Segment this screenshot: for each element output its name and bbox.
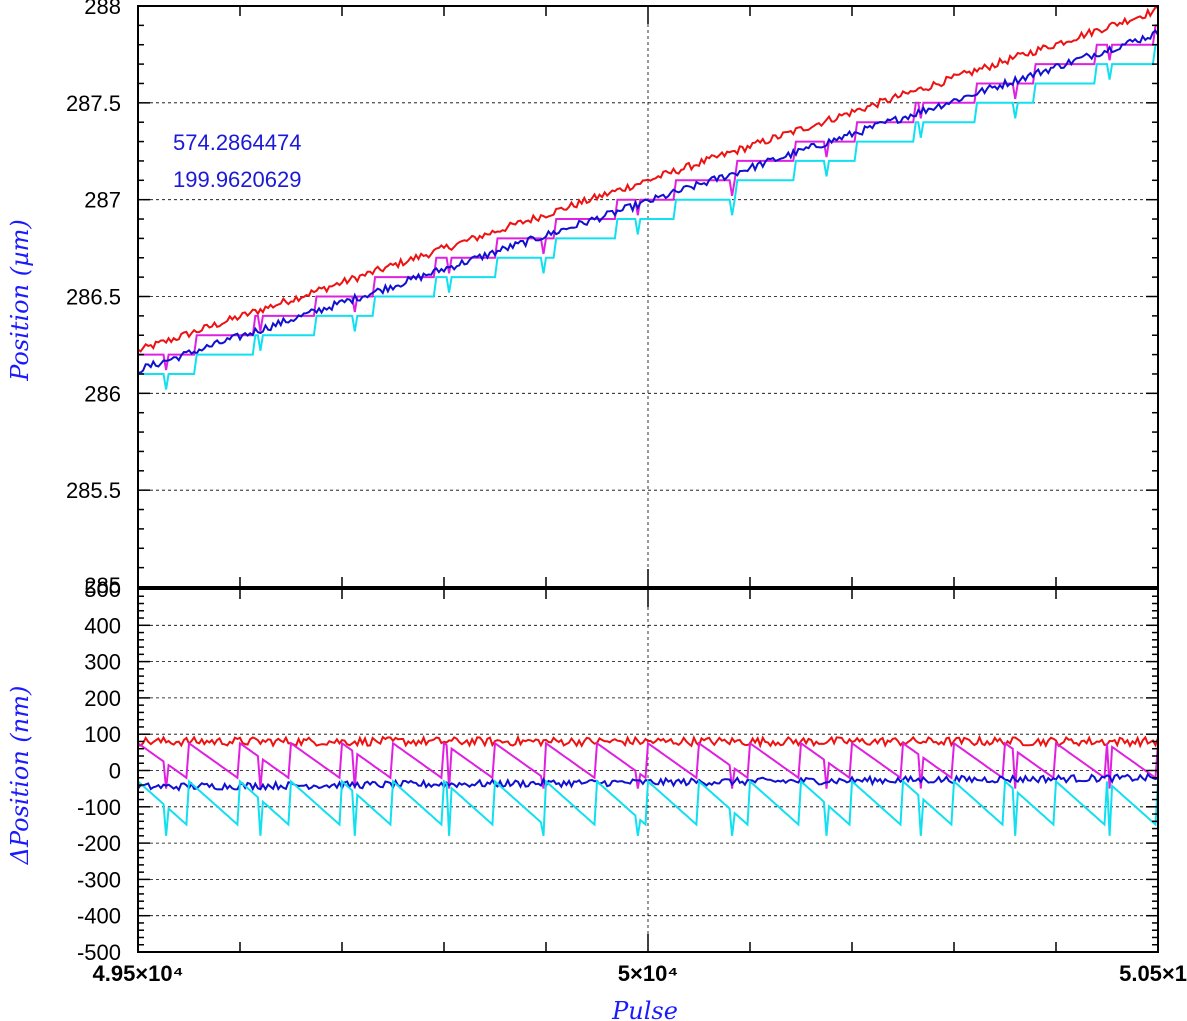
bottom-series-red: [137, 734, 1159, 749]
annotation-2: 199.9620629: [173, 167, 301, 192]
bottom-ytick-label: -400: [77, 904, 121, 929]
top-series-blue: [137, 29, 1159, 374]
bottom-ytick-label: 400: [84, 613, 121, 638]
grid-layer: [138, 6, 1158, 952]
bottom-ytick-label: 0: [109, 759, 121, 784]
xtick-label: 5.05×1: [1119, 961, 1187, 986]
top-ytick-label: 287: [84, 188, 121, 213]
bottom-series-cyan: [137, 779, 1159, 836]
bottom-series-magenta: [137, 741, 1159, 789]
x-axis-title: Pulse: [611, 997, 678, 1021]
top-ytick-label-bottom: 285: [84, 573, 121, 598]
bottom-ytick-label: -200: [77, 831, 121, 856]
bottom-ylabel: ΔPosition (nm): [6, 686, 34, 866]
top-ytick-label: 286.5: [66, 285, 121, 310]
frame-layer: [137, 5, 1159, 953]
top-ytick-label: 286: [84, 381, 121, 406]
bottom-ytick-label: -300: [77, 867, 121, 892]
top-series-red: [137, 6, 1159, 353]
annotation-1: 574.2864474: [173, 130, 301, 155]
bottom-ytick-label: -100: [77, 795, 121, 820]
bottom-ytick-label: 100: [84, 722, 121, 747]
bottom-ytick-label: 300: [84, 650, 121, 675]
bottom-ytick-label: 500: [84, 577, 121, 602]
top-ytick-label: 287.5: [66, 91, 121, 116]
bottom-ytick-label: -500: [77, 940, 121, 965]
xtick-label: 5×10⁴: [618, 961, 678, 986]
top-ytick-label: 285.5: [66, 478, 121, 503]
series-layer: [137, 6, 1159, 836]
label-layer: Position (µm) ΔPosition (nm) Pulse 574.2…: [6, 0, 1187, 1021]
top-ytick-label: 288: [84, 0, 121, 19]
top-ylabel: Position (µm): [6, 219, 34, 382]
bottom-ytick-label: 200: [84, 686, 121, 711]
top-series-cyan: [138, 43, 1158, 390]
xtick-label: 4.95×10⁴: [92, 961, 183, 986]
